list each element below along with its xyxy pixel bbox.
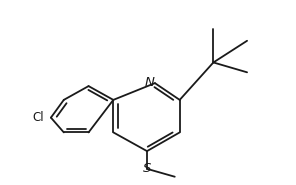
- Text: S: S: [143, 162, 151, 175]
- Text: Cl: Cl: [32, 111, 44, 124]
- Text: N: N: [145, 76, 155, 89]
